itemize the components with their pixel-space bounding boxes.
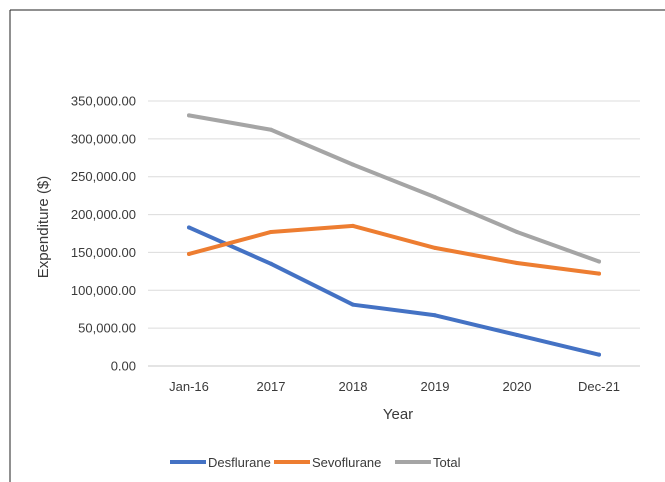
x-tick-label: 2018 [339,379,368,394]
data-point-sevoflurane [351,223,355,228]
gridlines [148,100,640,367]
data-point-desflurane [351,302,355,307]
series-line-desflurane [187,225,601,357]
y-tick-label: 100,000.00 [71,283,136,298]
data-point-desflurane [597,352,601,357]
data-point-total [515,229,519,234]
y-tick-label: 150,000.00 [71,245,136,260]
data-point-total [597,259,601,264]
x-tick-label: 2020 [503,379,532,394]
data-point-total [433,195,437,200]
y-tick-label: 350,000.00 [71,94,136,109]
data-point-sevoflurane [515,261,519,266]
legend-label-sevoflurane: Sevoflurane [312,455,381,470]
data-point-total [187,113,191,118]
y-tick-label: 50,000.00 [78,321,136,336]
y-tick-labels: 0.00 50,000.00 100,000.00 150,000.00 200,000… [71,94,136,374]
data-point-desflurane [187,225,191,230]
legend-label-desflurane: Desflurane [208,455,271,470]
x-tick-label: Dec-21 [578,379,620,394]
y-tick-label: 300,000.00 [71,131,136,146]
data-point-sevoflurane [433,245,437,250]
legend-label-total: Total [433,455,461,470]
data-point-sevoflurane [187,251,191,256]
x-tick-label: Jan-16 [169,379,209,394]
y-tick-label: 0.00 [111,359,136,374]
x-tick-label: 2017 [257,379,286,394]
x-axis-title: Year [383,406,413,423]
y-tick-label: 200,000.00 [71,207,136,222]
series-line-sevoflurane [187,223,601,276]
data-point-desflurane [515,332,519,337]
x-tick-labels: Jan-16 2017 2018 2019 2020 Dec-21 [169,379,620,394]
data-point-sevoflurane [597,271,601,276]
data-point-sevoflurane [269,229,273,234]
data-point-total [351,162,355,167]
y-tick-label: 250,000.00 [71,169,136,184]
series-line-total [187,113,601,264]
x-tick-label: 2019 [421,379,450,394]
series-lines [187,113,601,357]
legend: Desflurane Sevoflurane Total [170,455,461,470]
data-point-desflurane [433,313,437,318]
data-point-desflurane [269,261,273,266]
y-axis-title: Expenditure ($) [35,176,52,279]
data-point-total [269,127,273,132]
